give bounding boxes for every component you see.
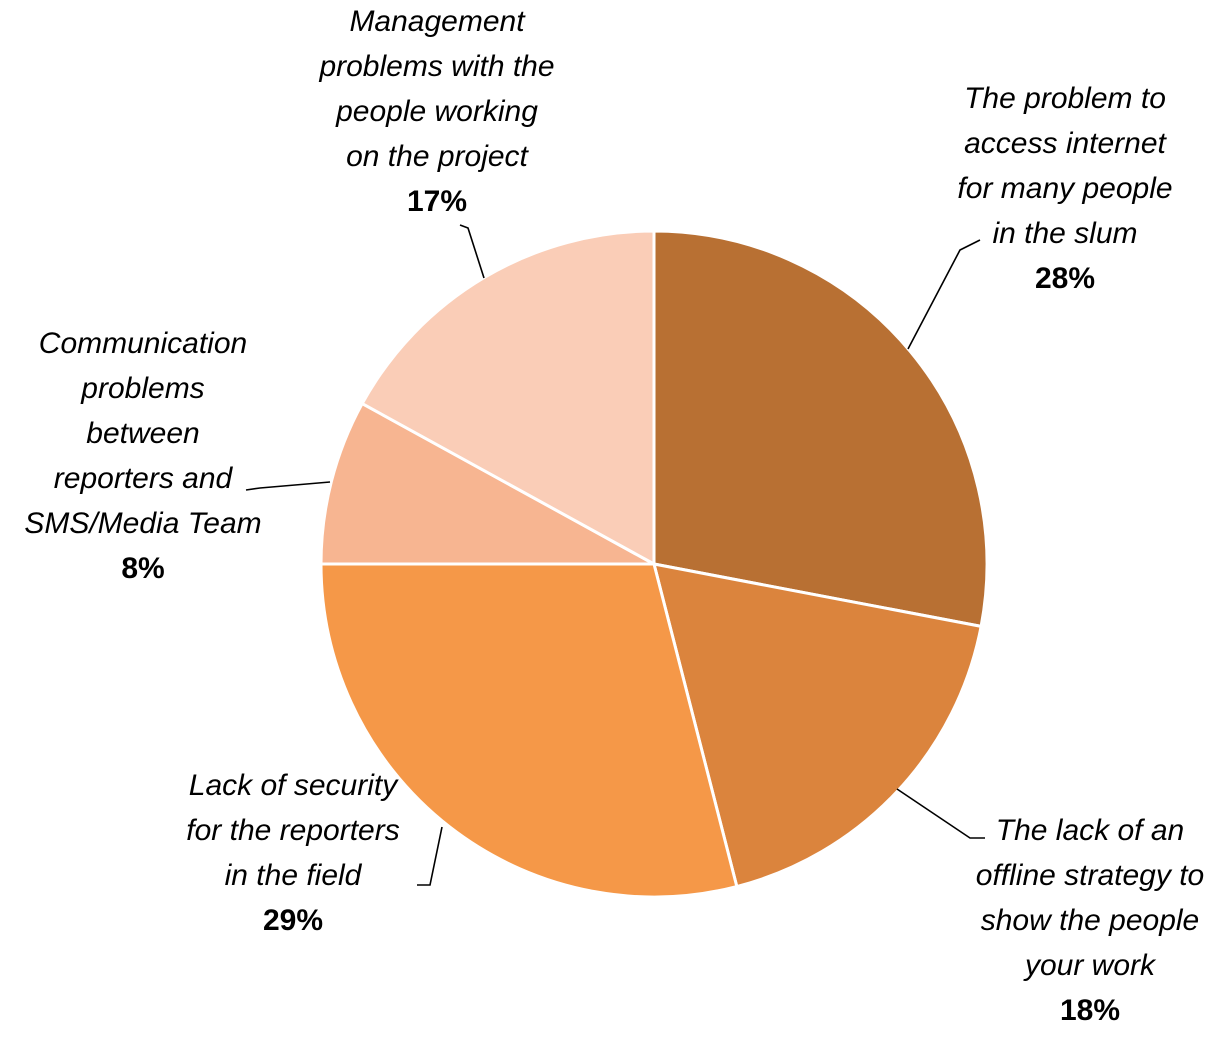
slice-value-label: 29% bbox=[263, 904, 323, 937]
slice-label-line: between bbox=[86, 417, 199, 450]
slice-label-line: access internet bbox=[964, 127, 1167, 160]
slice-label-line: for many people bbox=[957, 172, 1172, 205]
slice-label-line: your work bbox=[1023, 949, 1157, 982]
slice-value-label: 17% bbox=[407, 185, 467, 218]
slice-label-line: The lack of an bbox=[996, 814, 1184, 847]
slice-label-line: for the reporters bbox=[186, 814, 399, 847]
slice-label: Lack of security for the reporters in the … bbox=[186, 769, 399, 937]
slice-label: Management problems with the people workin… bbox=[318, 5, 554, 218]
slice-label: The lack of an offline strategy to show th… bbox=[976, 814, 1204, 1027]
slice-label-line: The problem to bbox=[964, 82, 1166, 115]
slice-label: Communication problems between reporters an… bbox=[24, 327, 261, 585]
leader-line bbox=[907, 239, 981, 350]
slice-label: The problem to access internet for many pe… bbox=[957, 82, 1172, 295]
leader-line bbox=[459, 224, 485, 279]
slice-label-line: Communication bbox=[39, 327, 247, 360]
pie-slice-lack-of-security-for-the-reporters-in-th bbox=[319, 562, 739, 899]
pie-slice-communication-problems-between-reporters bbox=[319, 402, 656, 566]
leader-lines bbox=[245, 224, 985, 886]
slice-label-line: SMS/Media Team bbox=[24, 507, 261, 540]
leader-line bbox=[896, 788, 985, 839]
slice-label-line: show the people bbox=[981, 904, 1200, 937]
leader-line bbox=[245, 481, 331, 491]
slice-label-line: problems with the bbox=[318, 50, 554, 83]
slice-value-label: 18% bbox=[1060, 994, 1120, 1027]
slice-label-line: in the field bbox=[225, 859, 363, 892]
pie-slice-the-problem-to-access-internet-for-many- bbox=[652, 229, 989, 628]
slice-value-label: 28% bbox=[1035, 262, 1095, 295]
slice-label-line: reporters and bbox=[54, 462, 234, 495]
slice-value-label: 8% bbox=[121, 552, 164, 585]
slice-label-line: Management bbox=[349, 5, 526, 38]
slice-label-line: Lack of security bbox=[189, 769, 399, 802]
pie-slices bbox=[319, 229, 989, 899]
slice-label-line: in the slum bbox=[992, 217, 1137, 250]
slice-label-line: on the project bbox=[346, 140, 529, 173]
pie-slice-the-lack-of-an-offline-strategy-to-show- bbox=[652, 562, 983, 889]
slice-label-line: problems bbox=[80, 372, 204, 405]
leader-line bbox=[417, 826, 443, 886]
slice-labels: The problem to access internet for many pe… bbox=[24, 5, 1204, 1027]
slice-label-line: people working bbox=[335, 95, 538, 128]
slice-label-line: offline strategy to bbox=[976, 859, 1204, 892]
